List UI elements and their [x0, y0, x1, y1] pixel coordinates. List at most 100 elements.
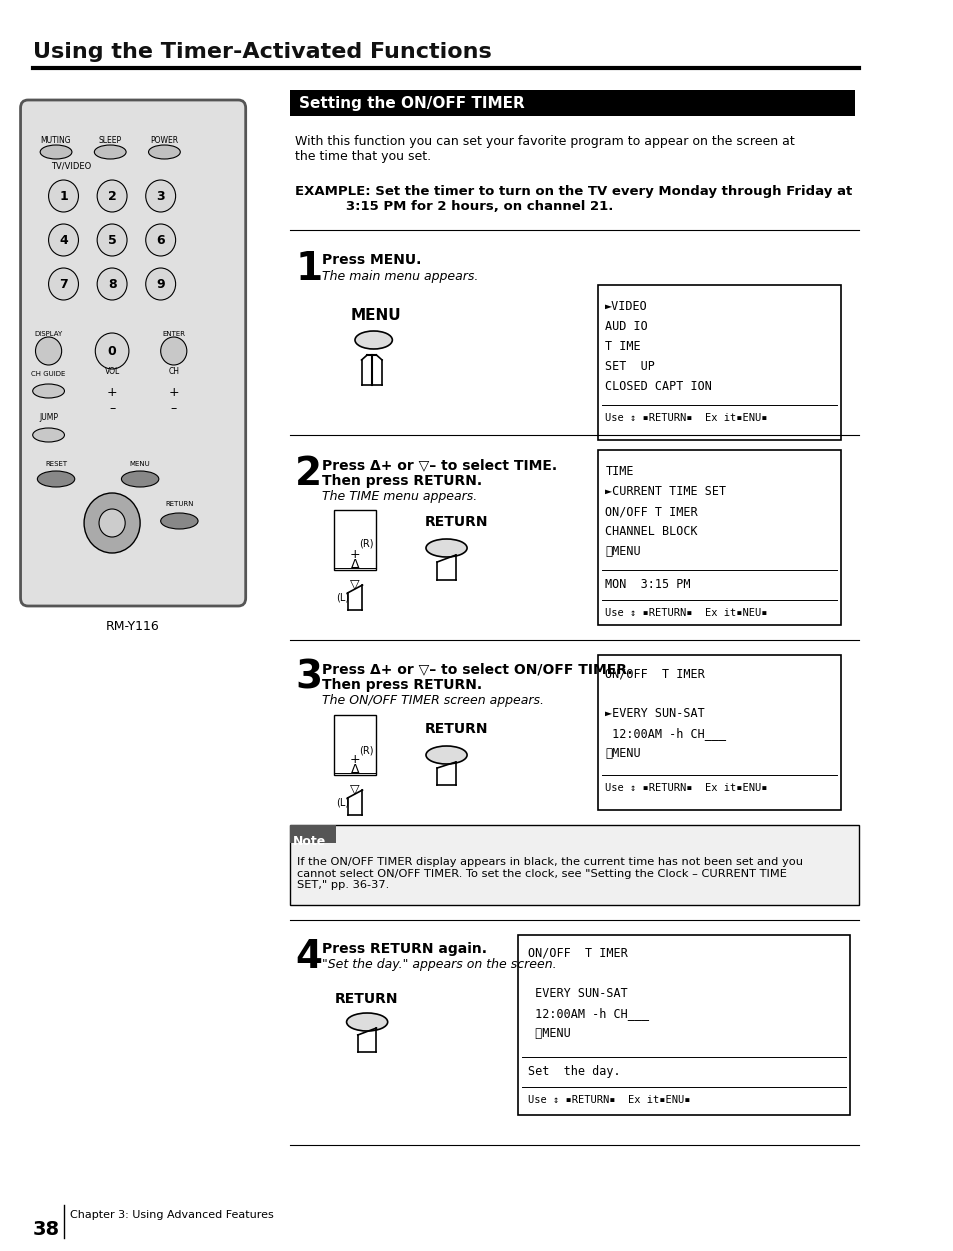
- Text: Δ: Δ: [351, 558, 359, 570]
- Text: SET  UP: SET UP: [605, 360, 655, 373]
- Text: Use ↕ ▪RETURN▪  Ex it▪NEU▪: Use ↕ ▪RETURN▪ Ex it▪NEU▪: [605, 608, 767, 618]
- Text: ►VIDEO: ►VIDEO: [605, 300, 647, 313]
- Text: MENU: MENU: [130, 462, 151, 467]
- FancyBboxPatch shape: [335, 716, 375, 776]
- FancyBboxPatch shape: [598, 285, 840, 440]
- Text: –: –: [171, 402, 176, 415]
- Text: The TIME menu appears.: The TIME menu appears.: [322, 490, 477, 503]
- Text: CH GUIDE: CH GUIDE: [31, 372, 66, 377]
- Ellipse shape: [160, 513, 198, 529]
- Text: (R): (R): [358, 746, 374, 756]
- Text: 4: 4: [294, 938, 322, 976]
- Circle shape: [49, 268, 78, 300]
- Text: RETURN: RETURN: [165, 500, 193, 507]
- Text: T IME: T IME: [605, 340, 640, 353]
- Text: Chapter 3: Using Advanced Features: Chapter 3: Using Advanced Features: [70, 1210, 274, 1220]
- Text: Use ↕ ▪RETURN▪  Ex it▪ENU▪: Use ↕ ▪RETURN▪ Ex it▪ENU▪: [527, 1095, 690, 1105]
- Text: RETURN: RETURN: [335, 992, 397, 1006]
- Text: ␉MENU: ␉MENU: [605, 747, 640, 761]
- Text: Then press RETURN.: Then press RETURN.: [322, 678, 482, 692]
- Circle shape: [97, 268, 127, 300]
- Text: 2: 2: [108, 189, 116, 203]
- Text: (R): (R): [358, 538, 374, 548]
- Text: Setting the ON/OFF TIMER: Setting the ON/OFF TIMER: [298, 95, 524, 110]
- Text: 8: 8: [108, 278, 116, 290]
- Text: EXAMPLE: Set the timer to turn on the TV every Monday through Friday at
        : EXAMPLE: Set the timer to turn on the TV…: [294, 185, 852, 213]
- Text: Set  the day.: Set the day.: [527, 1065, 619, 1078]
- Circle shape: [84, 493, 140, 553]
- Text: If the ON/OFF TIMER display appears in black, the current time has not been set : If the ON/OFF TIMER display appears in b…: [296, 857, 802, 891]
- Circle shape: [146, 268, 175, 300]
- Text: With this function you can set your favorite program to appear on the screen at
: With this function you can set your favo…: [294, 135, 794, 163]
- Bar: [290, 824, 336, 843]
- Text: (L): (L): [336, 592, 349, 602]
- FancyBboxPatch shape: [21, 100, 246, 605]
- Text: MUTING: MUTING: [41, 136, 71, 145]
- Text: 5: 5: [108, 234, 116, 246]
- Text: TIME: TIME: [605, 465, 633, 478]
- Text: VOL: VOL: [105, 367, 119, 377]
- Circle shape: [35, 337, 62, 365]
- Text: Press Δ+ or ▽– to select TIME.: Press Δ+ or ▽– to select TIME.: [322, 458, 557, 472]
- Ellipse shape: [40, 145, 71, 159]
- Text: TV/VIDEO: TV/VIDEO: [51, 161, 91, 170]
- Text: Note: Note: [292, 834, 325, 848]
- Text: Δ: Δ: [351, 763, 359, 776]
- Text: ▽: ▽: [350, 783, 359, 796]
- Text: CHANNEL BLOCK: CHANNEL BLOCK: [605, 525, 698, 538]
- Circle shape: [49, 180, 78, 211]
- Text: +: +: [350, 753, 360, 766]
- Text: 3: 3: [294, 658, 322, 696]
- Text: Then press RETURN.: Then press RETURN.: [322, 474, 482, 488]
- FancyBboxPatch shape: [290, 824, 858, 904]
- Ellipse shape: [94, 145, 126, 159]
- FancyBboxPatch shape: [335, 510, 375, 570]
- Text: The main menu appears.: The main menu appears.: [322, 270, 478, 283]
- Ellipse shape: [37, 470, 74, 487]
- Text: RM-Y116: RM-Y116: [106, 620, 160, 633]
- Ellipse shape: [355, 332, 392, 349]
- Text: ►EVERY SUN-SAT: ►EVERY SUN-SAT: [605, 707, 704, 721]
- Text: Using the Timer-Activated Functions: Using the Timer-Activated Functions: [32, 43, 491, 63]
- Ellipse shape: [121, 470, 158, 487]
- Text: DISPLAY: DISPLAY: [34, 332, 63, 337]
- Text: "Set the day." appears on the screen.: "Set the day." appears on the screen.: [322, 958, 557, 971]
- Text: JUMP: JUMP: [39, 413, 58, 422]
- Text: SLEEP: SLEEP: [98, 136, 122, 145]
- Text: 9: 9: [156, 278, 165, 290]
- Text: ENTER: ENTER: [162, 332, 185, 337]
- Text: ON/OFF T IMER: ON/OFF T IMER: [605, 505, 698, 518]
- Text: RESET: RESET: [45, 462, 67, 467]
- Text: CH: CH: [168, 367, 179, 377]
- Text: Use ↕ ▪RETURN▪  Ex it▪ENU▪: Use ↕ ▪RETURN▪ Ex it▪ENU▪: [605, 413, 767, 423]
- Circle shape: [97, 180, 127, 211]
- Circle shape: [146, 224, 175, 256]
- Text: 2: 2: [294, 455, 322, 493]
- Text: 7: 7: [59, 278, 68, 290]
- Circle shape: [97, 224, 127, 256]
- Ellipse shape: [426, 746, 467, 764]
- Text: The ON/OFF TIMER screen appears.: The ON/OFF TIMER screen appears.: [322, 694, 544, 707]
- Circle shape: [99, 509, 125, 537]
- Text: 1: 1: [59, 189, 68, 203]
- Ellipse shape: [426, 539, 467, 557]
- Ellipse shape: [32, 428, 65, 442]
- Text: +: +: [107, 387, 117, 399]
- Text: Press Δ+ or ▽– to select ON/OFF TIMER.: Press Δ+ or ▽– to select ON/OFF TIMER.: [322, 662, 632, 676]
- Text: 12:00AM -h CH___: 12:00AM -h CH___: [605, 727, 725, 741]
- Ellipse shape: [32, 384, 65, 398]
- Text: 38: 38: [32, 1220, 60, 1238]
- Text: Press MENU.: Press MENU.: [322, 253, 421, 266]
- Text: ON/OFF  T IMER: ON/OFF T IMER: [605, 667, 704, 681]
- Circle shape: [160, 337, 187, 365]
- Text: AUD IO: AUD IO: [605, 320, 647, 333]
- Text: RETURN: RETURN: [425, 722, 488, 736]
- Ellipse shape: [346, 1013, 387, 1031]
- Text: Press RETURN again.: Press RETURN again.: [322, 942, 487, 956]
- Text: ►CURRENT TIME SET: ►CURRENT TIME SET: [605, 485, 725, 498]
- FancyBboxPatch shape: [517, 934, 849, 1115]
- Ellipse shape: [149, 145, 180, 159]
- FancyBboxPatch shape: [598, 450, 840, 626]
- Text: ␉MENU: ␉MENU: [605, 545, 640, 558]
- Circle shape: [95, 333, 129, 369]
